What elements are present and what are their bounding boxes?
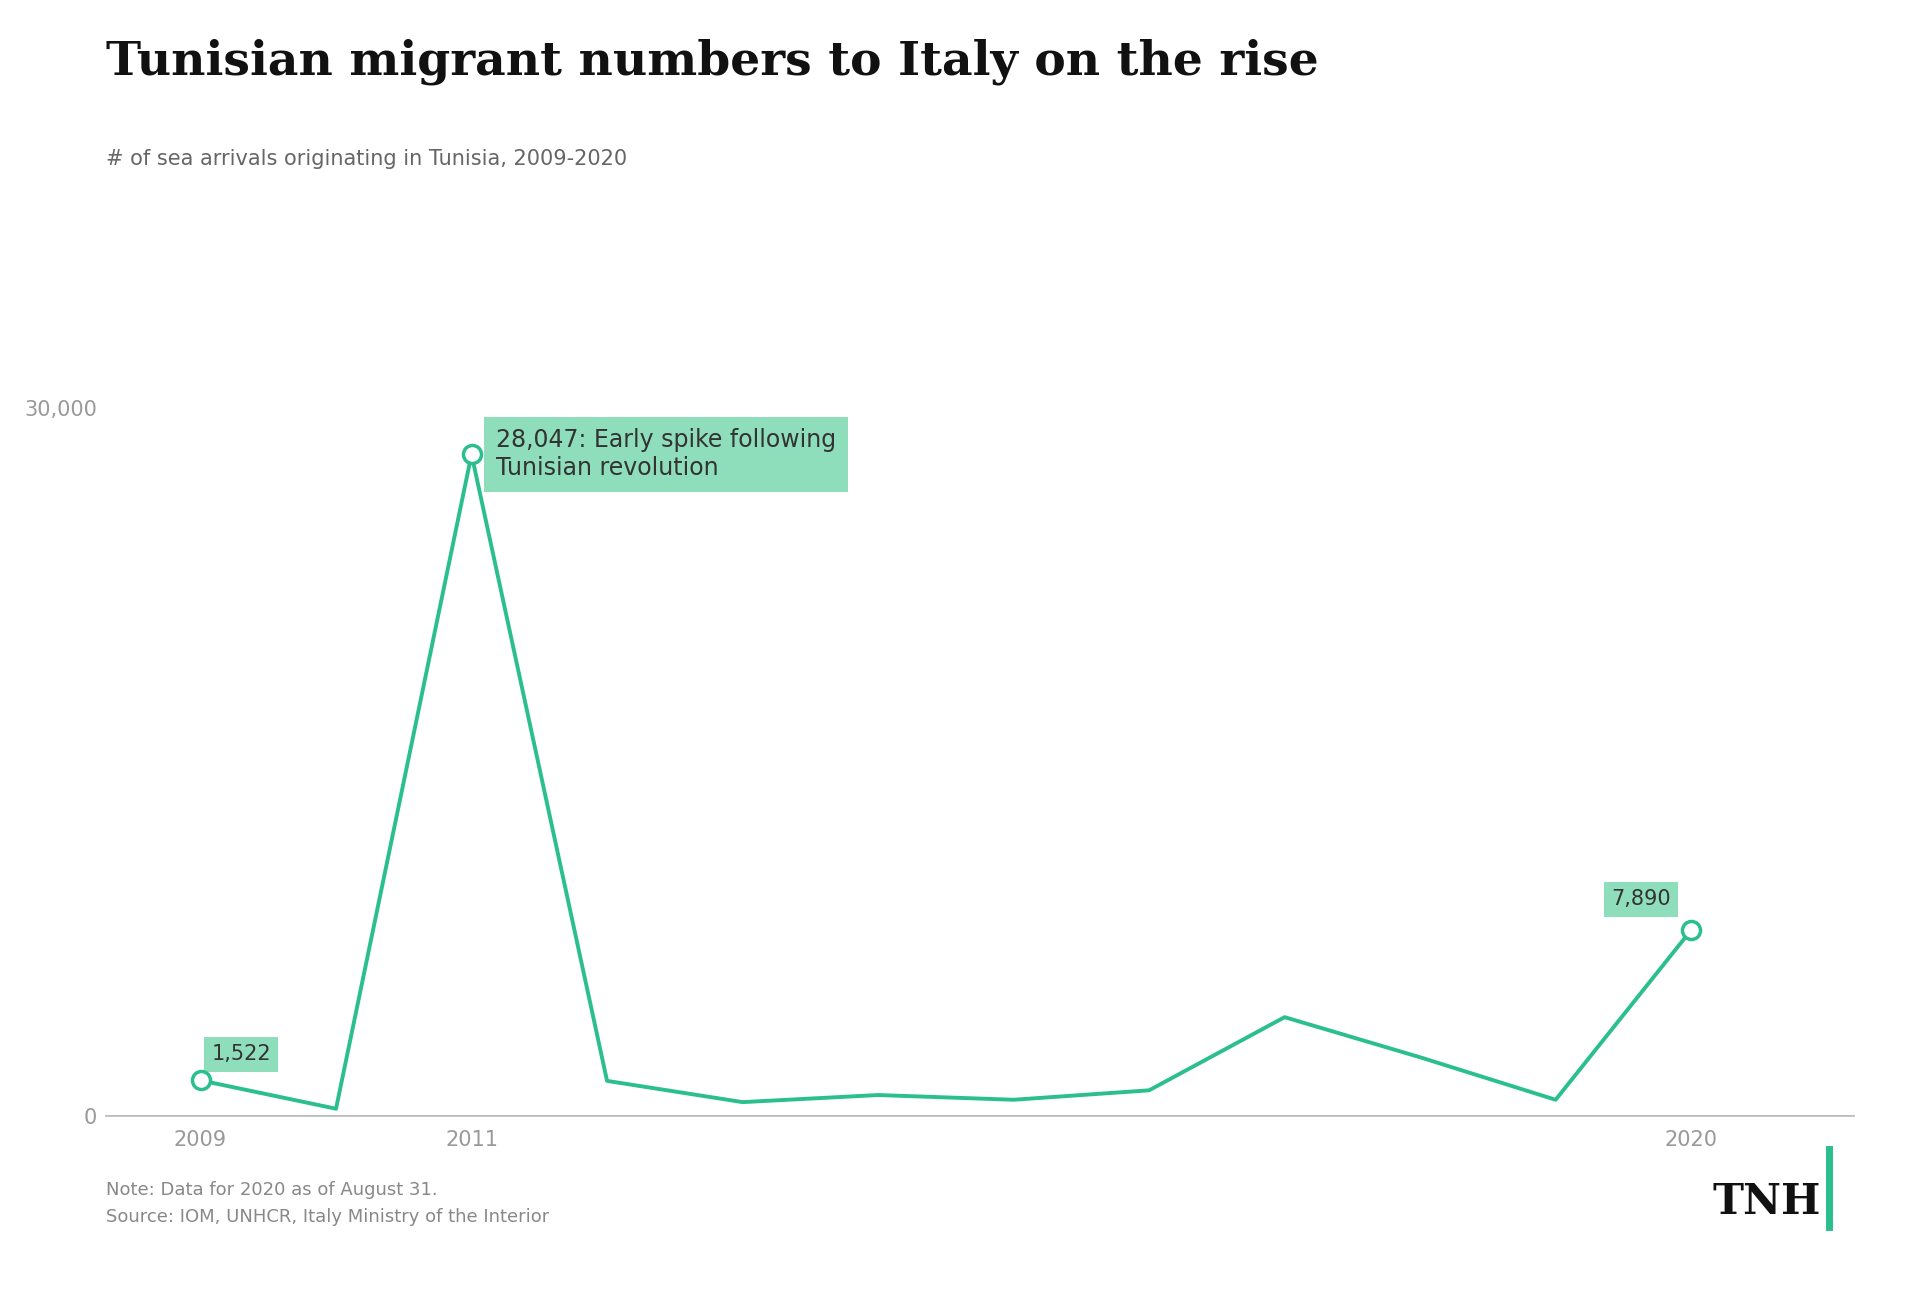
Text: 7,890: 7,890 — [1612, 889, 1671, 910]
Text: TNH: TNH — [1714, 1181, 1821, 1223]
Text: Tunisian migrant numbers to Italy on the rise: Tunisian migrant numbers to Italy on the… — [106, 39, 1318, 86]
Text: # of sea arrivals originating in Tunisia, 2009-2020: # of sea arrivals originating in Tunisia… — [106, 149, 626, 169]
Text: 1,522: 1,522 — [211, 1045, 271, 1064]
Text: Note: Data for 2020 as of August 31.
Source: IOM, UNHCR, Italy Ministry of the I: Note: Data for 2020 as of August 31. Sou… — [106, 1181, 549, 1225]
Text: 28,047: Early spike following
Tunisian revolution: 28,047: Early spike following Tunisian r… — [496, 428, 836, 480]
